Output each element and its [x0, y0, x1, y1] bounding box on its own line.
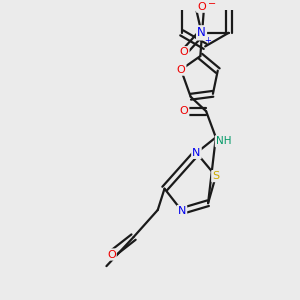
Text: O: O — [197, 2, 206, 12]
Text: O: O — [177, 64, 185, 75]
Text: O: O — [180, 47, 188, 57]
Text: O: O — [179, 106, 188, 116]
Text: NH: NH — [216, 136, 231, 146]
Text: N: N — [192, 148, 201, 158]
Text: S: S — [212, 171, 219, 181]
Text: O: O — [107, 250, 116, 260]
Text: N: N — [178, 206, 186, 216]
Text: −: − — [208, 0, 216, 9]
Text: N: N — [197, 26, 206, 39]
Text: +: + — [204, 36, 211, 45]
